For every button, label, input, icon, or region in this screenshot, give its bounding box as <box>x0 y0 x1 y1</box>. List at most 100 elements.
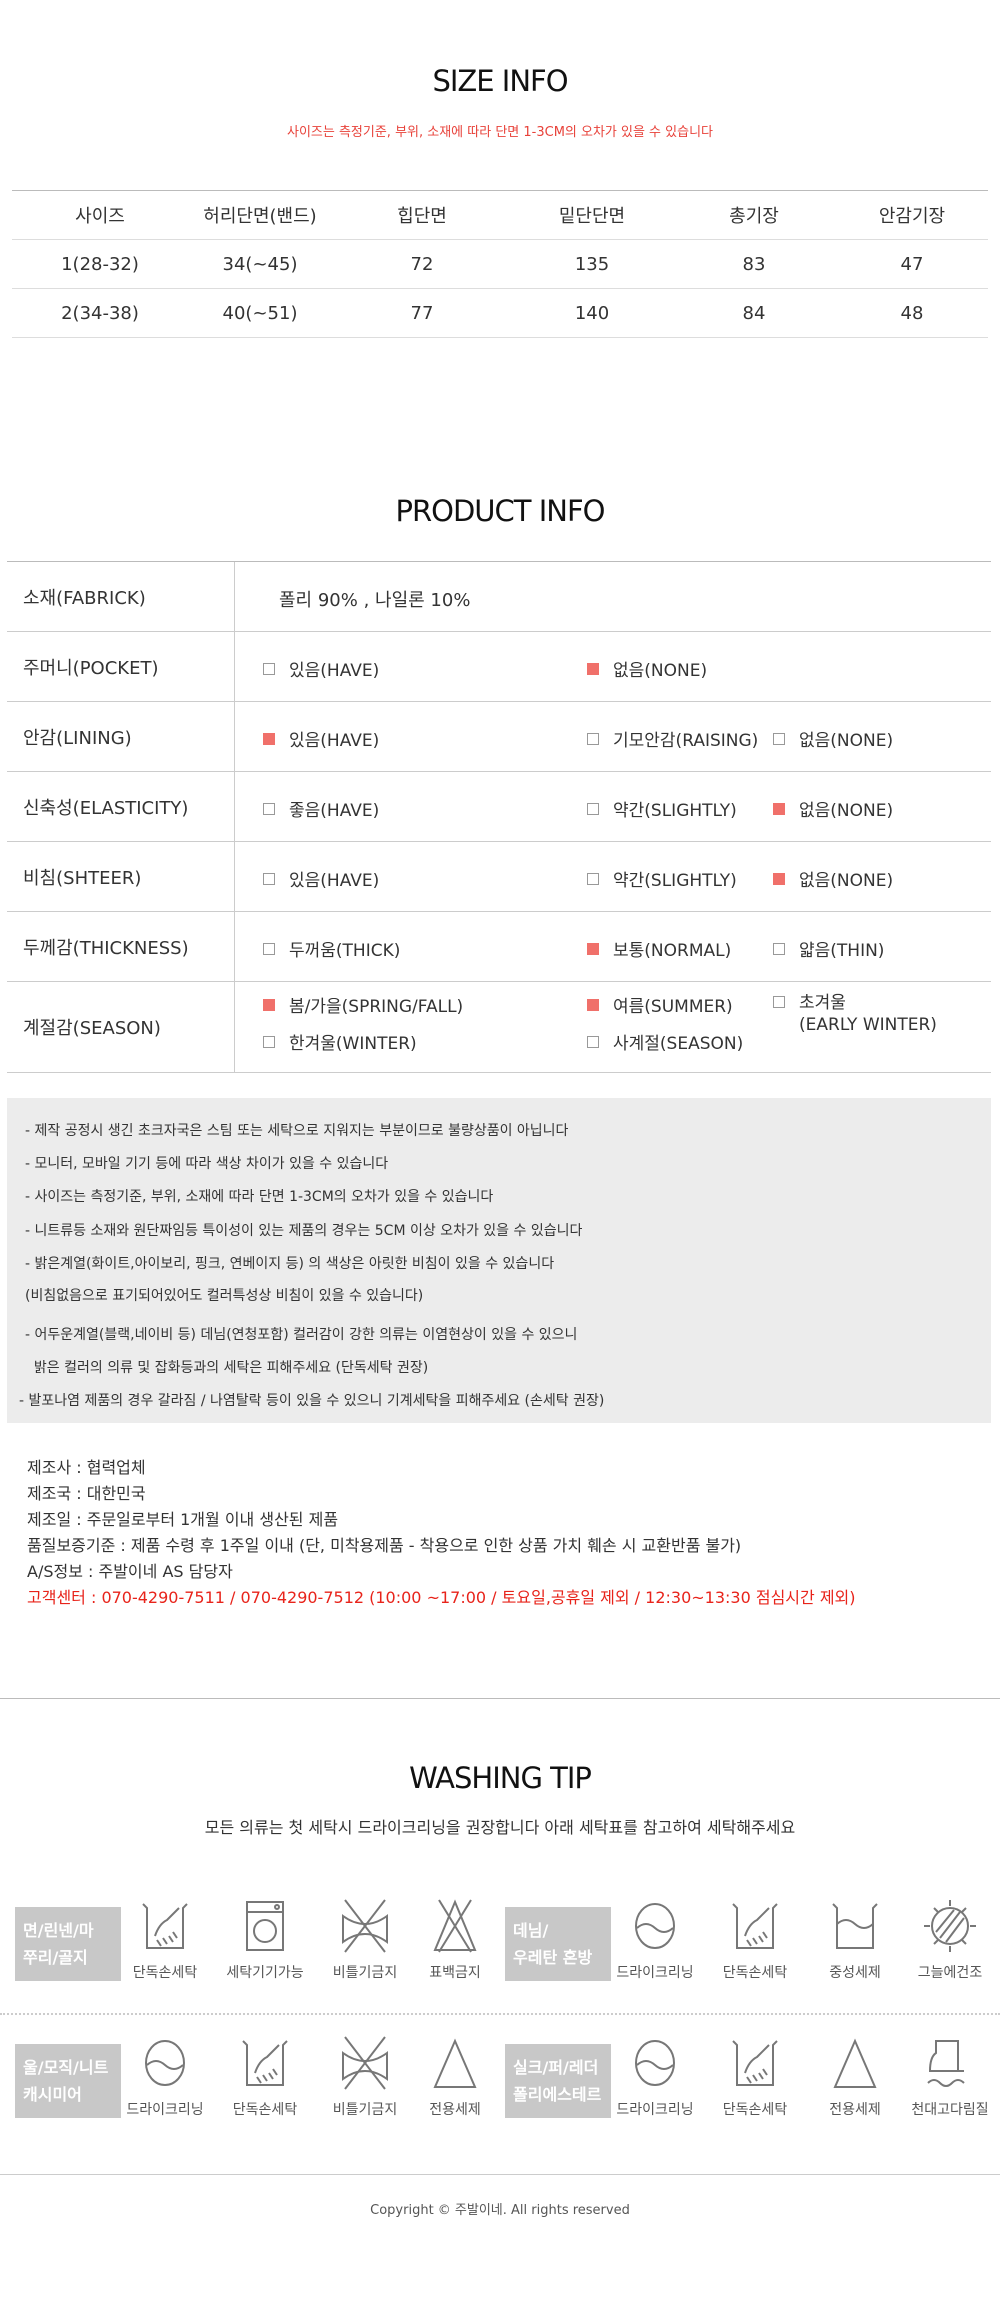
wash-label: 비틀기금지 <box>332 2102 398 2118</box>
wash-item: 비틀기금지 <box>315 1896 415 1982</box>
wash-item: 단독손세탁 <box>705 2033 805 2119</box>
checked-box-icon <box>587 998 599 1011</box>
detergent-icon <box>833 2038 877 2088</box>
wash-item: 비틀기금지 <box>315 2033 415 2119</box>
detergent-icon <box>433 2038 477 2088</box>
size-cell: 83 <box>742 253 766 275</box>
size-header: 허리단면(밴드) <box>203 206 317 227</box>
unchecked-box-icon <box>587 872 599 885</box>
dry-clean-icon <box>145 2040 185 2086</box>
checked-box-icon <box>587 662 599 675</box>
product-info-table: 소재(FABRICK) 폴리 90% , 나일론 10% 주머니(POCKET)… <box>7 561 991 1073</box>
size-table-row: 1(28-32) 34(~45) 72 135 83 47 <box>12 240 988 289</box>
wash-label: 단독손세탁 <box>132 1965 198 1981</box>
product-row: 비침(SHTEER) 있음(HAVE) 약간(SLIGHTLY) 없음(NONE) <box>7 842 991 912</box>
option: 봄/가을(SPRING/FALL) <box>263 992 463 1017</box>
product-row-fabric: 소재(FABRICK) 폴리 90% , 나일론 10% <box>7 562 991 632</box>
option-label: 좋음(HAVE) <box>289 801 380 821</box>
notice-line: - 발포나염 제품의 경우 갈라짐 / 나염탈락 등이 있을 수 있으니 기계세… <box>19 1393 605 1409</box>
wash-category: 데님/우레탄 혼방 <box>505 1907 611 1981</box>
wash-item: 중성세제 <box>805 1896 905 1982</box>
option-label: 보통(NORMAL) <box>613 941 732 961</box>
wash-item: 드라이크리닝 <box>605 1896 705 1982</box>
size-cell: 72 <box>410 253 434 275</box>
option-label: 약간(SLIGHTLY) <box>613 801 737 821</box>
size-table: 사이즈 허리단면(밴드) 힙단면 밑단단면 총기장 안감기장 1(28-32) … <box>12 190 988 338</box>
checked-box-icon <box>263 732 275 745</box>
dry-clean-icon <box>635 2040 675 2086</box>
manufacturer-line: 제조국 : 대한민국 <box>27 1484 146 1503</box>
size-header: 밑단단면 <box>558 206 626 227</box>
fabric-value: 폴리 90% , 나일론 10% <box>279 590 471 611</box>
unchecked-box-icon <box>587 1035 599 1048</box>
notice-line: - 밝은계열(화이트,아이보리, 핑크, 연베이지 등) 의 색상은 아릿한 비… <box>25 1256 555 1272</box>
manufacturer-line: 품질보증기준 : 제품 수령 후 1주일 이내 (단, 미착용제품 - 착용으로… <box>27 1536 742 1555</box>
wash-item: 드라이크리닝 <box>115 2033 215 2119</box>
option-label: 있음(HAVE) <box>289 731 380 751</box>
option: 없음(NONE) <box>773 796 893 821</box>
no-wring-icon <box>342 2036 388 2090</box>
option-label: 없음(NONE) <box>799 801 894 821</box>
wash-item: 전용세제 <box>805 2033 905 2119</box>
option-label: 기모안감(RAISING) <box>613 731 759 751</box>
notice-line: - 사이즈는 측정기준, 부위, 소재에 따라 단면 1-3CM의 오차가 있을… <box>25 1189 494 1205</box>
hand-wash-icon <box>142 1903 188 1949</box>
row-label: 안감(LINING) <box>7 702 235 771</box>
wash-item: 그늘에건조 <box>900 1896 1000 1982</box>
option-label: 여름(SUMMER) <box>613 997 733 1017</box>
wash-label: 전용세제 <box>429 2102 481 2118</box>
size-cell: 77 <box>410 302 434 324</box>
wash-label: 단독손세탁 <box>232 2102 298 2118</box>
row-label: 계절감(SEASON) <box>7 982 235 1072</box>
unchecked-box-icon <box>263 942 275 955</box>
option: 있음(HAVE) <box>263 866 379 891</box>
notice-line: 밝은 컬러의 의류 및 잡화등과의 세탁은 피해주세요 (단독세탁 권장) <box>25 1360 429 1376</box>
row-label: 주머니(POCKET) <box>7 632 235 701</box>
option: 기모안감(RAISING) <box>587 726 758 751</box>
unchecked-box-icon <box>587 732 599 745</box>
size-table-row: 2(34-38) 40(~51) 77 140 84 48 <box>12 289 988 338</box>
row-label: 신축성(ELASTICITY) <box>7 772 235 841</box>
option-label: 한겨울(WINTER) <box>289 1034 417 1054</box>
size-cell: 1(28-32) <box>61 253 139 275</box>
unchecked-box-icon <box>263 1035 275 1048</box>
wash-label: 세탁기기가능 <box>226 1965 304 1981</box>
no-bleach-icon <box>433 1899 477 1953</box>
wash-item: 드라이크리닝 <box>605 2033 705 2119</box>
product-row: 두께감(THICKNESS) 두꺼움(THICK) 보통(NORMAL) 얇음(THI… <box>7 912 991 982</box>
wash-item: 천대고다림질 <box>900 2033 1000 2119</box>
wash-label: 천대고다림질 <box>911 2102 989 2118</box>
manufacturer-line: 제조일 : 주문일로부터 1개월 이내 생산된 제품 <box>27 1510 339 1529</box>
wash-item: 단독손세탁 <box>705 1896 805 1982</box>
manufacturer-line: 제조사 : 협력업체 <box>27 1458 146 1477</box>
option: 보통(NORMAL) <box>587 936 731 961</box>
unchecked-box-icon <box>263 872 275 885</box>
unchecked-box-icon <box>263 662 275 675</box>
wash-item: 단독손세탁 <box>215 2033 315 2119</box>
unchecked-box-icon <box>773 732 785 745</box>
no-wring-icon <box>342 1899 388 1953</box>
size-cell: 34(~45) <box>222 253 298 275</box>
notice-line: - 모니터, 모바일 기기 등에 따라 색상 차이가 있을 수 있습니다 <box>25 1156 389 1172</box>
copyright: Copyright © 주발이네. All rights reserved <box>370 2203 630 2218</box>
option-label: 없음(NONE) <box>799 871 894 891</box>
wash-label: 단독손세탁 <box>722 2102 788 2118</box>
size-info-note: 사이즈는 측정기준, 부위, 소재에 따라 단면 1-3CM의 오차가 있을 수… <box>287 125 713 140</box>
washing-tip-title: WASHING TIP <box>409 1761 592 1795</box>
wash-item: 표백금지 <box>405 1896 505 1982</box>
option-label: 있음(HAVE) <box>289 871 380 891</box>
size-table-header: 사이즈 허리단면(밴드) 힙단면 밑단단면 총기장 안감기장 <box>12 191 988 240</box>
hand-wash-icon <box>732 1903 778 1949</box>
wash-label: 드라이크리닝 <box>616 1965 694 1981</box>
neutral-detergent-icon <box>832 1903 878 1949</box>
size-cell: 135 <box>574 253 610 275</box>
checked-box-icon <box>587 942 599 955</box>
option: 얇음(THIN) <box>773 936 884 961</box>
size-cell: 40(~51) <box>222 302 298 324</box>
size-header: 힙단면 <box>397 206 447 227</box>
wash-label: 드라이크리닝 <box>126 2102 204 2118</box>
size-header: 안감기장 <box>878 206 946 227</box>
option-label: 두꺼움(THICK) <box>289 941 401 961</box>
washing-tip-subtitle: 모든 의류는 첫 세탁시 드라이크리닝을 권장합니다 아래 세탁표를 참고하여 … <box>204 1818 796 1837</box>
option: 약간(SLIGHTLY) <box>587 796 737 821</box>
